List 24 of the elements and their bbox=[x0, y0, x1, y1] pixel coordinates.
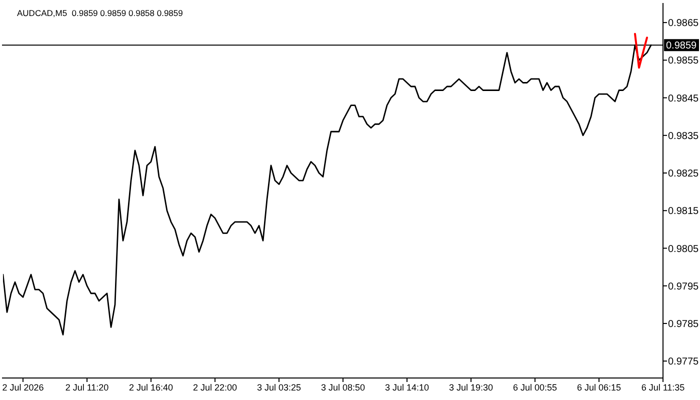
y-tick-label: 0.9785 bbox=[668, 319, 700, 330]
y-tick-label: 0.9855 bbox=[668, 56, 700, 67]
y-tick-label: 0.9795 bbox=[668, 281, 700, 292]
y-tick-label: 0.9835 bbox=[668, 130, 700, 142]
x-tick-label: 3 Jul 14:10 bbox=[384, 382, 430, 392]
x-tick-label: 2 Jul 11:20 bbox=[65, 382, 109, 392]
y-tick-label: 0.9775 bbox=[668, 356, 700, 368]
x-tick-label: 2 Jul 16:40 bbox=[128, 382, 174, 392]
y-tick-label: 0.9845 bbox=[668, 93, 700, 104]
x-tick-label: 3 Jul 08:50 bbox=[320, 382, 366, 392]
x-tick-label: 6 Jul 06:15 bbox=[576, 382, 622, 392]
x-tick-label: 3 Jul 03:25 bbox=[256, 382, 302, 392]
x-tick-label: 2 Jul 2026 bbox=[2, 382, 44, 392]
ref-line-label: 0.9859 bbox=[666, 40, 698, 52]
x-tick-label: 6 Jul 11:35 bbox=[641, 382, 685, 392]
y-tick-label: 0.9825 bbox=[668, 168, 700, 180]
x-tick-label: 6 Jul 00:55 bbox=[512, 382, 558, 392]
text: AUDCAD,M5 0.9859 0.9859 0.9858 0.9859 bbox=[17, 8, 183, 19]
x-tick-label: 2 Jul 22:00 bbox=[192, 382, 238, 392]
y-tick-label: 0.9805 bbox=[668, 244, 700, 255]
line-series bbox=[634, 32, 648, 69]
x-tick-label: 3 Jul 19:30 bbox=[448, 382, 494, 392]
y-tick-label: 0.9865 bbox=[668, 18, 700, 30]
y-tick-label: 0.9815 bbox=[668, 206, 700, 218]
